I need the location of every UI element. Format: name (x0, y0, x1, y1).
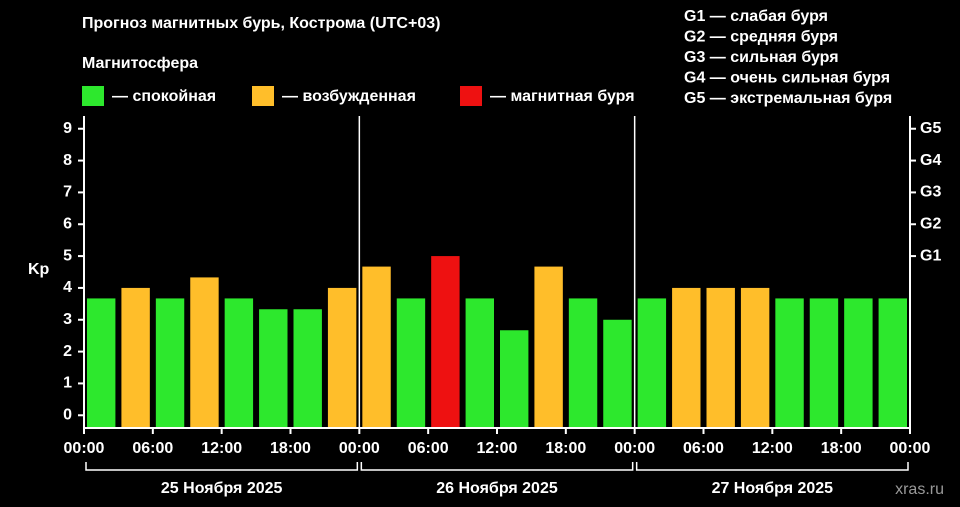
bar (396, 298, 426, 428)
bar (465, 298, 494, 428)
bar (190, 277, 219, 428)
scale-note: G5 — экстремальная буря (684, 90, 892, 107)
scale-note: G1 — слабая буря (684, 8, 828, 25)
y2-tick-label: G4 (920, 152, 941, 169)
bar (706, 287, 735, 428)
x-tick-label: 12:00 (201, 440, 242, 457)
bar (568, 298, 598, 428)
bar (87, 298, 116, 428)
y2-tick-label: G3 (920, 184, 941, 201)
bar (775, 298, 804, 428)
day-label: 27 Ноября 2025 (712, 480, 834, 497)
bar (637, 298, 667, 428)
bar (809, 298, 839, 428)
scale-note: G3 — сильная буря (684, 49, 839, 66)
x-tick-label: 06:00 (132, 440, 173, 457)
bar (500, 330, 529, 428)
bar (672, 287, 701, 428)
y-axis-label: Kp (28, 261, 50, 278)
chart-title: Прогноз магнитных бурь, Кострома (UTC+03… (82, 15, 440, 32)
legend-label: — возбужденная (282, 88, 416, 105)
y-tick-label: 7 (63, 184, 72, 201)
bar (224, 298, 254, 428)
bar (155, 298, 185, 428)
x-tick-label: 18:00 (821, 440, 862, 457)
bar (844, 298, 873, 428)
scale-note: G4 — очень сильная буря (684, 70, 890, 87)
x-tick-label: 06:00 (683, 440, 724, 457)
legend-label: — магнитная буря (490, 88, 635, 105)
bar (740, 287, 770, 428)
day-bracket (360, 462, 634, 471)
bar (259, 309, 288, 428)
bar (362, 266, 391, 428)
bar (121, 287, 150, 428)
bar (603, 319, 632, 428)
x-tick-label: 12:00 (752, 440, 793, 457)
legend-swatch (252, 86, 274, 106)
x-tick-label: 00:00 (64, 440, 105, 457)
x-tick-label: 00:00 (339, 440, 380, 457)
legend-label: — спокойная (112, 88, 216, 105)
x-tick-label: 00:00 (614, 440, 655, 457)
x-tick-label: 06:00 (408, 440, 449, 457)
y-tick-label: 9 (63, 120, 72, 137)
y-tick-label: 5 (63, 247, 72, 264)
day-bracket (85, 462, 359, 471)
x-tick-label: 12:00 (477, 440, 518, 457)
bar (293, 309, 322, 428)
day-bracket (635, 462, 909, 471)
x-tick-label: 00:00 (890, 440, 931, 457)
day-label: 25 Ноября 2025 (161, 480, 283, 497)
y-tick-label: 1 (63, 375, 72, 392)
bar (534, 266, 563, 428)
y-tick-label: 6 (63, 215, 72, 232)
watermark: xras.ru (895, 481, 944, 498)
y-tick-label: 0 (63, 406, 72, 423)
bar (327, 287, 357, 428)
y-tick-label: 3 (63, 311, 72, 328)
x-tick-label: 18:00 (545, 440, 586, 457)
y-tick-label: 4 (63, 279, 72, 296)
legend-title: Магнитосфера (82, 55, 198, 72)
x-tick-label: 18:00 (270, 440, 311, 457)
day-label: 26 Ноября 2025 (436, 480, 558, 497)
y-tick-label: 8 (63, 152, 72, 169)
bar (431, 256, 460, 428)
y2-tick-label: G2 (920, 215, 941, 232)
legend-swatch (82, 86, 104, 106)
y2-tick-label: G5 (920, 120, 941, 137)
bar (878, 298, 907, 428)
y2-tick-label: G1 (920, 247, 941, 264)
legend-swatch (460, 86, 482, 106)
scale-note: G2 — средняя буря (684, 29, 838, 46)
y-tick-label: 2 (63, 343, 72, 360)
